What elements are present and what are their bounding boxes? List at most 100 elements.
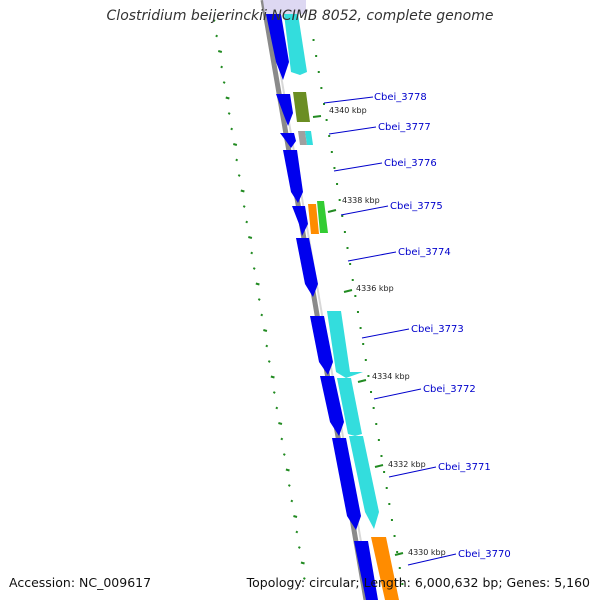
gc-dot <box>270 375 275 379</box>
gc-dot <box>215 34 219 38</box>
gc-dot <box>250 251 254 255</box>
gc-skew-track <box>312 39 404 585</box>
gc-dot <box>293 515 298 518</box>
scale-label: 4338 kbp <box>342 196 380 205</box>
gc-dot <box>297 546 301 549</box>
leader-line <box>407 553 457 566</box>
top-highlight-band <box>263 0 306 14</box>
cds-arrow <box>332 438 361 530</box>
gc-dot <box>260 313 264 317</box>
scale-ticks <box>312 115 404 556</box>
gc-dot <box>275 406 279 410</box>
gene-label[interactable]: Cbei_3770 <box>458 549 511 560</box>
gene-label[interactable]: Cbei_3775 <box>390 201 443 212</box>
gc-dot <box>220 65 224 69</box>
cyan-feature <box>327 311 363 378</box>
scale-label: 4332 kbp <box>388 460 426 469</box>
orange-feature <box>308 204 319 234</box>
leader-line <box>328 126 377 135</box>
gc-dot <box>280 437 284 441</box>
scale-label: 4334 kbp <box>372 372 410 381</box>
gene-label[interactable]: Cbei_3774 <box>398 247 451 258</box>
green-feature <box>317 201 328 233</box>
gc-dot <box>225 96 230 100</box>
cds-arrow <box>280 133 296 148</box>
scale-tick <box>312 115 322 118</box>
gc-dot <box>222 81 226 84</box>
cds-arrow <box>266 14 289 80</box>
gc-dot <box>230 127 234 131</box>
gc-dot <box>212 19 216 22</box>
gene-label[interactable]: Cbei_3773 <box>411 324 464 335</box>
scale-tick <box>374 464 384 468</box>
cds-blue-features <box>266 14 378 600</box>
scale-labels: 4340 kbp 4338 kbp 4336 kbp 4334 kbp 4332… <box>329 106 446 557</box>
accession-label: Accession: NC_009617 <box>9 575 152 590</box>
label-leaders <box>323 96 457 566</box>
gc-dot <box>237 174 241 177</box>
gc-dot <box>278 422 283 425</box>
cds-arrow <box>296 238 318 297</box>
leader-line <box>323 96 374 104</box>
topology-label: Topology: circular; Length: 6,000,632 bp… <box>246 575 590 590</box>
scale-tick <box>343 289 353 293</box>
cyan-feature <box>337 378 362 436</box>
gc-dot <box>295 530 299 534</box>
scale-label: 4340 kbp <box>329 106 367 115</box>
cds-arrow <box>276 94 293 126</box>
cds-arrow <box>283 150 303 203</box>
leader-line <box>333 162 383 172</box>
grey-feature <box>298 131 307 145</box>
gc-dot <box>248 236 253 239</box>
orange-feature <box>371 537 399 600</box>
gc-dot <box>252 267 256 270</box>
gc-dot <box>290 499 294 503</box>
gc-dot <box>282 453 286 456</box>
scale-tick <box>327 209 337 213</box>
gene-labels: Cbei_3778 Cbei_3777 Cbei_3776 Cbei_3775 … <box>374 92 511 560</box>
gc-dot <box>300 561 305 565</box>
gc-dot <box>287 484 291 487</box>
cyan-feature <box>305 131 313 145</box>
gene-label[interactable]: Cbei_3771 <box>438 462 491 473</box>
cds-arrow <box>292 206 308 236</box>
cds-arrow <box>320 376 344 436</box>
scale-tick <box>394 552 404 556</box>
leader-line <box>373 388 422 400</box>
scale-tick <box>357 379 367 383</box>
gene-label[interactable]: Cbei_3776 <box>384 158 437 169</box>
gc-dot <box>285 468 290 472</box>
gc-dot <box>257 298 261 301</box>
gc-dot <box>227 112 231 115</box>
gc-content-ring <box>212 19 306 580</box>
gc-dot <box>265 344 269 348</box>
gc-dot <box>240 189 245 193</box>
gene-label[interactable]: Cbei_3778 <box>374 92 427 103</box>
scale-label: 4336 kbp <box>356 284 394 293</box>
gc-dot <box>302 577 306 580</box>
scale-label: 4330 kbp <box>408 548 446 557</box>
gc-dot <box>242 205 246 208</box>
olive-feature <box>293 92 310 122</box>
gc-dot <box>233 143 238 146</box>
cyan-feature <box>284 14 307 75</box>
cds-arrow <box>310 316 333 375</box>
cds-arrow <box>354 541 378 600</box>
gene-label[interactable]: Cbei_3772 <box>423 384 476 395</box>
cds-colored-features <box>284 14 399 600</box>
gc-dot <box>235 158 239 162</box>
gc-dot <box>267 360 271 363</box>
map-title: Clostridium beijerinckii NCIMB 8052, com… <box>106 8 494 24</box>
leader-line <box>347 251 397 262</box>
gc-dot <box>272 391 276 394</box>
leader-line <box>361 328 410 339</box>
leader-line <box>388 466 437 478</box>
gc-dot <box>255 282 260 286</box>
gc-dot <box>245 220 249 224</box>
leader-line <box>340 205 389 216</box>
cyan-feature <box>349 436 379 529</box>
gc-dot <box>263 329 268 332</box>
gene-label[interactable]: Cbei_3777 <box>378 122 431 133</box>
